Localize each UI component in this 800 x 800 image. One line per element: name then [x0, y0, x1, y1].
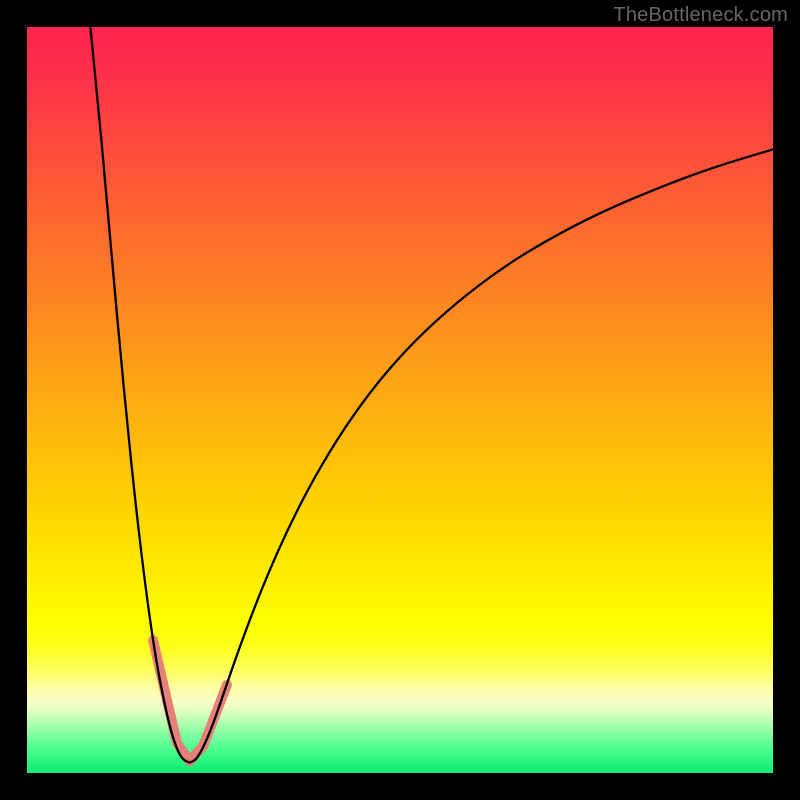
bottleneck-chart	[27, 27, 773, 773]
plot-area	[27, 27, 773, 773]
chart-frame: TheBottleneck.com	[0, 0, 800, 800]
watermark-text: TheBottleneck.com	[613, 4, 788, 27]
chart-background	[27, 27, 773, 773]
